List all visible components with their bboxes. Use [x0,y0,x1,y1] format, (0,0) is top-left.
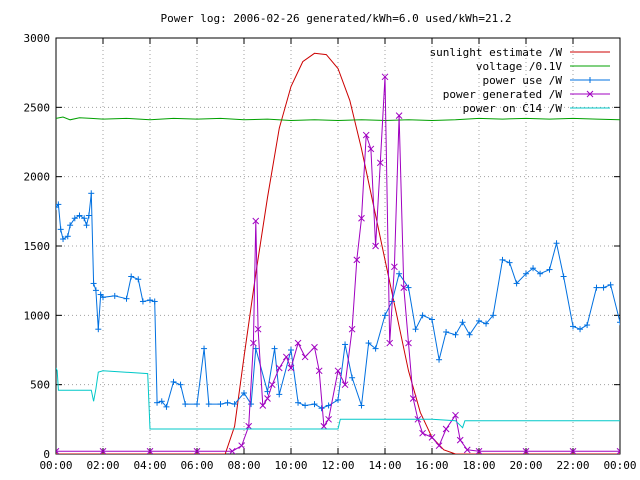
data-point [475,447,483,454]
data-point [395,112,403,120]
grid [56,38,620,454]
x-tick-label: 02:00 [86,459,119,472]
data-point [282,353,290,361]
x-tick-label: 10:00 [274,459,307,472]
x-tick-label: 06:00 [180,459,213,472]
x-tick-label: 14:00 [368,459,401,472]
data-point [353,256,361,264]
data-point [252,217,260,225]
y-tick-label: 500 [30,379,50,392]
data-point [56,450,60,454]
legend-label: power generated /W [443,88,563,101]
series-1 [56,116,620,122]
data-point [250,339,257,347]
y-tick-label: 3000 [24,32,51,45]
x-tick-label: 22:00 [556,459,589,472]
data-point [362,131,370,139]
legend-label: sunlight estimate /W [430,46,563,59]
data-point [381,73,389,81]
series-4 [56,367,620,430]
x-tick-label: 12:00 [321,459,354,472]
series-line [56,76,620,452]
y-tick-label: 1000 [24,309,51,322]
data-point [569,447,577,454]
axes: 00:00 02:00 04:00 06:00 08:00 10:00 12:00 14:00… [24,32,637,472]
data-point [428,434,436,441]
x-tick-label: 18:00 [462,459,495,472]
data-point [452,411,459,419]
data-point [193,447,201,454]
series-line [56,52,620,454]
chart-title: Power log: 2006-02-26 generated/kWh=6.0 … [161,12,512,25]
data-point [315,367,323,375]
data-point [228,447,236,454]
x-tick-label: 00:00 [603,459,636,472]
legend-label: power on C14 /W [463,102,563,115]
series-2 [56,190,620,412]
data-point [259,402,267,409]
data-point [586,90,594,98]
y-tick-label: 2500 [24,101,51,114]
y-tick-label: 2000 [24,171,51,184]
x-tick-label: 04:00 [133,459,166,472]
data-point [372,242,379,250]
data-point [268,381,276,389]
data-point [456,436,464,444]
series-line [56,193,620,409]
y-tick-label: 0 [43,448,50,461]
data-point [301,353,309,361]
legend-marker [586,90,594,98]
data-point [419,429,426,437]
data-point [325,415,332,423]
x-tick-label: 16:00 [415,459,448,472]
series-0 [56,52,620,454]
data-point [275,364,283,372]
data-point [264,395,271,402]
data-point [56,447,60,452]
data-point [348,325,356,333]
data-point [616,450,620,454]
data-point [341,381,349,389]
data-point [146,447,154,454]
legend-marker [587,77,593,83]
y-tick-label: 1500 [24,240,51,253]
series-3 [56,73,620,454]
data-point [405,339,412,347]
series-line [56,116,620,122]
data-point [287,364,295,372]
legend-label: voltage /0.1V [476,60,562,73]
data-point [376,159,384,167]
x-tick-label: 00:00 [39,459,72,472]
data-point [386,339,394,347]
data-point [245,422,253,430]
data-point [616,447,620,452]
data-point [442,425,450,433]
data-point [522,447,530,454]
data-point [435,442,443,450]
x-tick-label: 08:00 [227,459,260,472]
data-point [311,343,318,351]
data-point [409,395,417,402]
data-point [334,367,342,375]
series-line [56,367,620,430]
data-point [463,446,471,454]
data-point [254,325,262,333]
data-point [358,214,365,222]
data-point [294,339,302,347]
series-layer [56,52,620,454]
x-tick-label: 20:00 [509,459,542,472]
legend-label: power use /W [483,74,563,87]
data-point [99,447,107,454]
data-point [238,442,246,450]
data-point [367,145,375,153]
data-point [400,284,408,291]
data-point [320,422,328,430]
data-point [391,263,398,271]
